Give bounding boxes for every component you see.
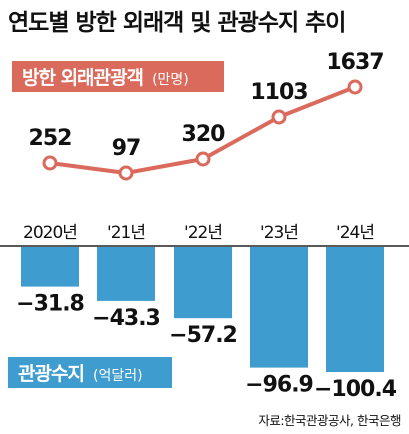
line-point bbox=[195, 151, 211, 167]
bar bbox=[97, 247, 155, 301]
line-point bbox=[347, 79, 363, 95]
bar-series-name: 관광수지 bbox=[18, 363, 84, 385]
line-value-label: 252 bbox=[29, 126, 72, 151]
bar-chart: −31.8 −43.3 −57.2 −96.9 −100.4 bbox=[16, 247, 398, 402]
line-series-unit: (만명) bbox=[152, 72, 189, 88]
svg-text:방한 외래관광객 (만명): 방한 외래관광객 (만명) bbox=[22, 67, 189, 89]
bar bbox=[250, 247, 308, 368]
category-label: '24년 bbox=[336, 223, 374, 243]
bar-series-label-bg bbox=[8, 357, 172, 388]
category-label: '23년 bbox=[260, 223, 298, 243]
svg-text:관광수지 (억달러): 관광수지 (억달러) bbox=[18, 363, 143, 385]
line-value-label: 97 bbox=[112, 136, 141, 161]
bar-value-label: −31.8 bbox=[16, 292, 84, 317]
line-value-label: 1103 bbox=[250, 80, 307, 105]
line-point bbox=[42, 155, 58, 171]
bar-value-label: −96.9 bbox=[245, 373, 313, 398]
category-labels: 2020년 '21년 '22년 '23년 '24년 bbox=[23, 223, 375, 243]
line-series-name: 방한 외래관광객 bbox=[22, 67, 143, 89]
bar-value-label: −57.2 bbox=[169, 323, 237, 348]
chart-title: 연도별 방한 외래객 및 관광수지 추이 bbox=[8, 10, 345, 36]
category-label: 2020년 bbox=[23, 223, 77, 243]
bar-value-label: −100.4 bbox=[314, 377, 397, 402]
line-chart: 252 97 320 1103 1637 bbox=[29, 50, 385, 181]
source-note: 자료:한국관광공사, 한국은행 bbox=[258, 413, 401, 428]
bar bbox=[21, 247, 79, 287]
line-value-label: 320 bbox=[182, 122, 226, 147]
bar-series-label: 관광수지 (억달러) bbox=[8, 357, 172, 388]
category-label: '22년 bbox=[184, 223, 222, 243]
bar-value-label: −43.3 bbox=[92, 306, 160, 331]
line-point bbox=[271, 109, 287, 125]
category-label: '21년 bbox=[107, 223, 145, 243]
bar bbox=[174, 247, 232, 319]
line-value-label: 1637 bbox=[326, 50, 383, 75]
bar-series-unit: (억달러) bbox=[93, 368, 143, 384]
line-series-label-bg bbox=[12, 61, 224, 92]
bar bbox=[326, 247, 384, 372]
line-point bbox=[118, 165, 134, 181]
line-series-label: 방한 외래관광객 (만명) bbox=[12, 61, 224, 92]
